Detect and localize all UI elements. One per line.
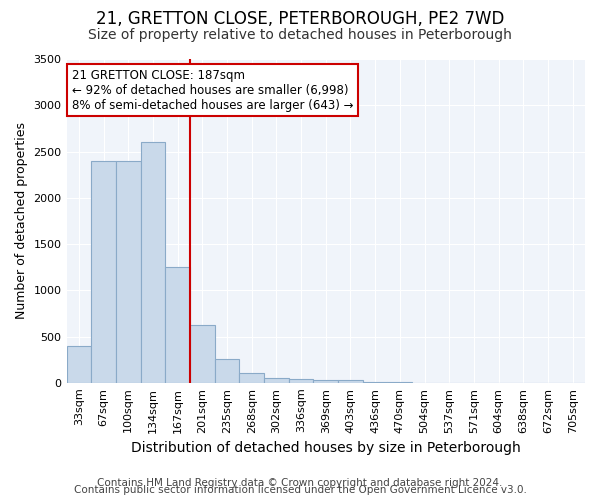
Bar [190,324,215,383]
Text: Contains public sector information licensed under the Open Government Licence v3: Contains public sector information licen… [74,485,526,495]
Y-axis label: Number of detached properties: Number of detached properties [15,122,28,320]
Bar [239,373,264,383]
Bar [91,161,116,383]
Bar [140,142,165,383]
Bar [338,380,363,383]
Bar [67,346,91,383]
Bar [363,382,388,383]
Text: 21 GRETTON CLOSE: 187sqm
← 92% of detached houses are smaller (6,998)
8% of semi: 21 GRETTON CLOSE: 187sqm ← 92% of detach… [72,68,353,112]
Text: Contains HM Land Registry data © Crown copyright and database right 2024.: Contains HM Land Registry data © Crown c… [97,478,503,488]
Bar [116,161,140,383]
X-axis label: Distribution of detached houses by size in Peterborough: Distribution of detached houses by size … [131,441,521,455]
Bar [289,379,313,383]
Bar [165,267,190,383]
Bar [264,378,289,383]
Text: 21, GRETTON CLOSE, PETERBOROUGH, PE2 7WD: 21, GRETTON CLOSE, PETERBOROUGH, PE2 7WD [96,10,504,28]
Bar [313,380,338,383]
Text: Size of property relative to detached houses in Peterborough: Size of property relative to detached ho… [88,28,512,42]
Bar [215,359,239,383]
